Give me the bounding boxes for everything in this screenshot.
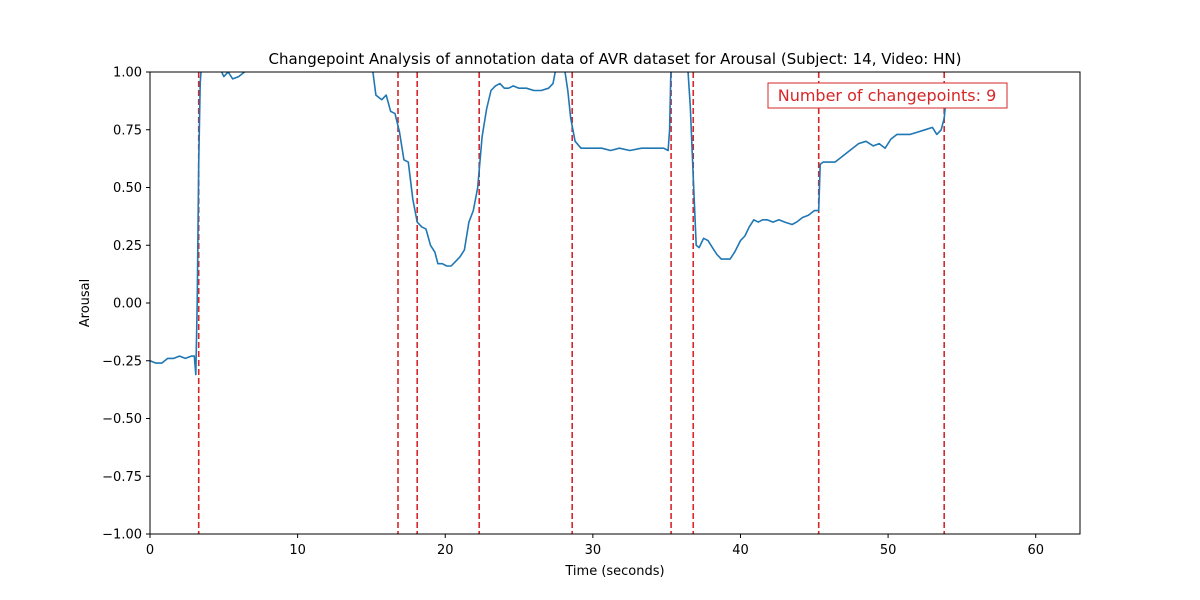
annotation-text: Number of changepoints: 9 — [778, 86, 997, 105]
y-tick-label: −0.25 — [102, 354, 142, 369]
y-tick-label: 0.50 — [113, 181, 142, 196]
changepoint-count-annotation: Number of changepoints: 9 — [767, 82, 1008, 109]
y-axis-label: Arousal — [78, 279, 93, 328]
annotation-box — [767, 82, 1008, 109]
x-tick-label: 40 — [732, 543, 749, 558]
x-axis-label: Time (seconds) — [564, 564, 664, 579]
x-tick-label: 0 — [146, 543, 154, 558]
plot-frame — [149, 71, 1081, 535]
y-tick-label: 0.25 — [113, 239, 142, 254]
y-axis-ticks: −1.00 −0.75 −0.50 −0.25 0.00 0.25 0.50 0.75 1.00 — [102, 66, 150, 543]
y-tick-label: −0.75 — [102, 470, 142, 485]
x-axis-ticks: 0 10 20 30 40 50 60 — [146, 534, 1044, 558]
x-tick-label: 20 — [437, 543, 454, 558]
y-tick-label: −0.50 — [102, 412, 142, 427]
y-tick-label: 1.00 — [113, 66, 142, 81]
y-tick-label: −1.00 — [102, 528, 142, 543]
x-tick-label: 10 — [289, 543, 306, 558]
y-tick-label: 0.00 — [113, 297, 142, 312]
y-tick-label: 0.75 — [113, 123, 142, 138]
x-tick-label: 50 — [880, 543, 897, 558]
chart-title: Changepoint Analysis of annotation data … — [269, 50, 962, 68]
changepoint-lines — [197, 72, 945, 534]
x-tick-label: 30 — [585, 543, 602, 558]
x-tick-label: 60 — [1027, 543, 1044, 558]
